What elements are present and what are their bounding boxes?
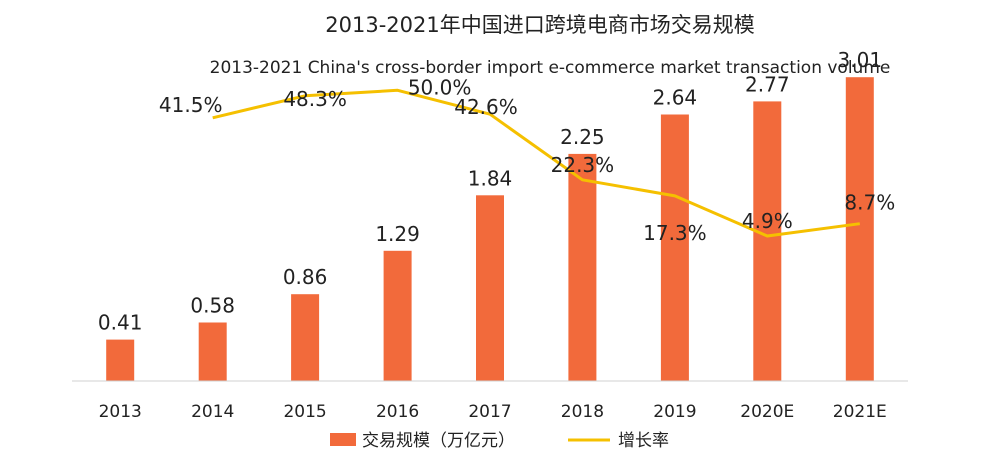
bar-2014 [198,322,227,381]
bar-2020E [753,101,782,382]
x-tick-2013: 2013 [99,402,142,422]
bars-layer [106,77,874,382]
chart-subtitle: 2013-2021 China's cross-border import e-… [210,58,891,78]
growth-label-2021E: 8.7% [844,191,895,215]
growth-label-2015: 48.3% [283,87,347,111]
bar-label-2018: 2.25 [560,125,605,149]
line-label-layer: 41.5% 48.3% 50.0%42.6% 22.3% 17.3% 4.9% 8.7% [159,75,895,245]
bar-2017 [476,195,504,381]
x-tick-2020E: 2020E [740,402,794,422]
legend: 交易规模（万亿元） 增长率 [330,431,669,451]
bar-label-2014: 0.58 [190,294,235,318]
growth-label-2019: 17.3% [643,221,707,245]
bar-2016 [383,250,412,381]
legend-swatch-bar [330,433,356,446]
growth-line [212,88,860,238]
legend-label-line: 增长率 [618,431,669,451]
x-tick-2016: 2016 [376,402,419,422]
growth-label-2018: 22.3% [551,153,615,177]
bar-label-2019: 2.64 [653,86,698,110]
x-tick-layer: 2013 2014 2015 2016 2017 2018 2019 2020E 2021E [99,402,887,422]
line-layer [212,88,860,238]
growth-label-2016: 50.0% [408,75,472,99]
bar-label-2017: 1.84 [468,166,513,190]
x-tick-2018: 2018 [561,402,604,422]
bar-2021E [845,77,874,381]
chart-title: 2013-2021年中国进口跨境电商市场交易规模 [325,13,754,37]
legend-label-bar: 交易规模（万亿元） [362,431,515,451]
growth-label-2020E: 4.9% [742,209,793,233]
bar-label-2015: 0.86 [283,265,328,289]
x-tick-2014: 2014 [191,402,234,422]
bar-label-2013: 0.41 [98,311,143,335]
bar-label-layer: 0.41 0.58 0.86 1.29 1.84 2.25 2.64 2.77 3.01 [98,48,882,334]
x-tick-2021E: 2021E [833,402,887,422]
bar-2015 [291,294,320,381]
growth-label-2014: 41.5% [159,93,223,117]
growth-label-2017: 42.6% [454,95,518,119]
x-tick-2015: 2015 [283,402,326,422]
x-tick-2019: 2019 [653,402,696,422]
bar-2013 [106,339,135,381]
x-tick-2017: 2017 [468,402,511,422]
bar-label-2016: 1.29 [375,222,420,246]
bar-label-2020E: 2.77 [745,72,790,96]
bar-2019 [660,114,689,381]
bar-2018 [568,153,597,381]
bar-label-2021E: 3.01 [838,48,883,72]
